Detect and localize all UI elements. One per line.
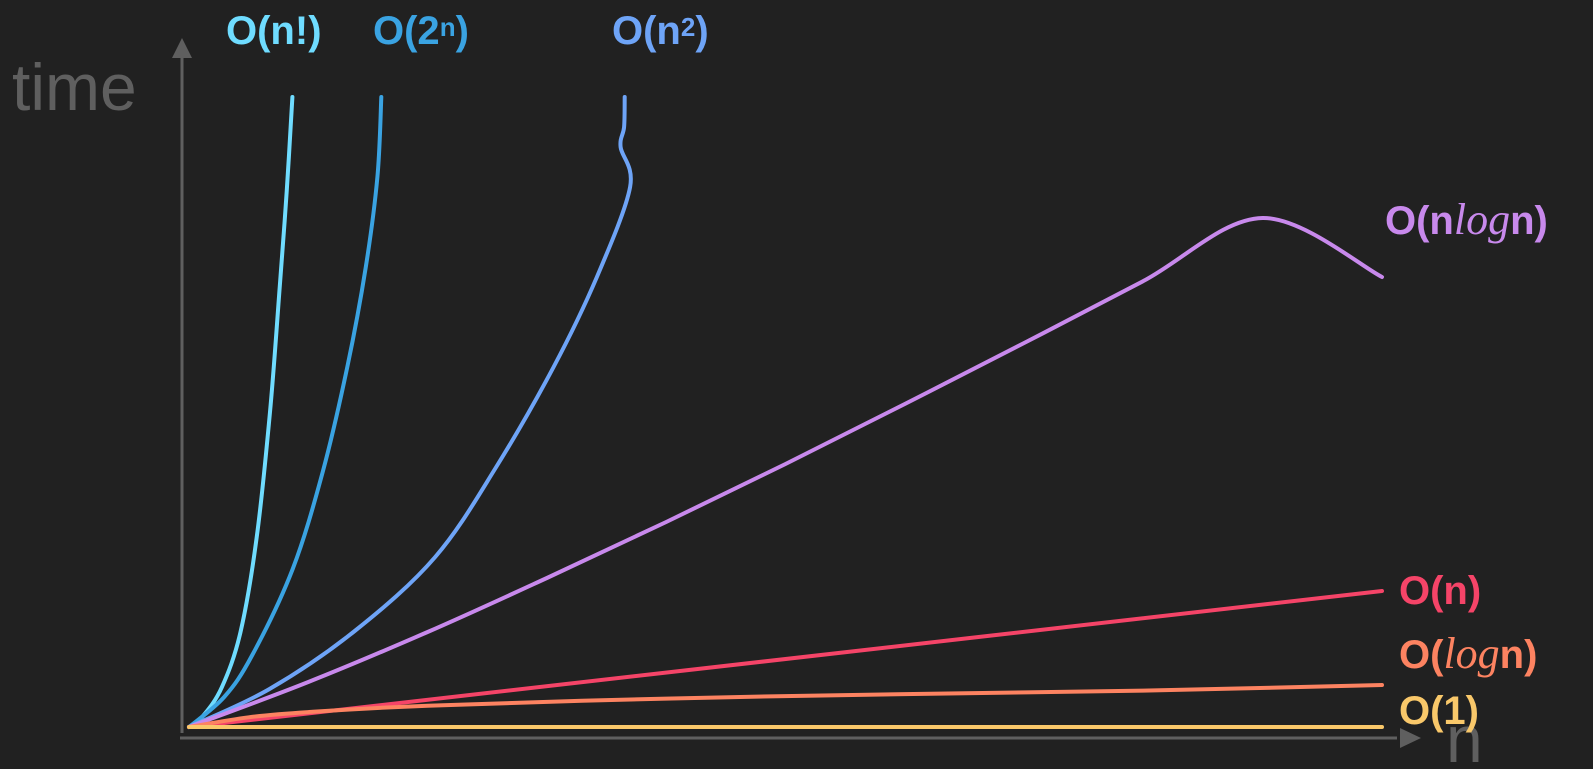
series-label-part: O(n — [1385, 199, 1454, 243]
series-line-o-n — [187, 589, 1384, 729]
series-line-o-n-factorial — [187, 95, 295, 729]
series-label-o-n: O(n) — [1399, 569, 1481, 613]
x-axis-arrow-icon — [1400, 728, 1421, 748]
series-label-part: O(n) — [1399, 569, 1481, 613]
series-label-o-n-factorial: O(n!) — [226, 9, 322, 53]
series-label-part: n) — [1500, 633, 1538, 677]
series-line-o-logn — [187, 683, 1384, 729]
x-axis-title: n — [1446, 702, 1483, 769]
series-line-o-n-squared — [187, 95, 633, 729]
series-labels: O(n!) O(2n) O(n2)O(nlogn)O(n)O(logn)O(1) — [226, 9, 1548, 733]
series-label-part: n) — [1510, 199, 1548, 243]
series-label-o-n-squared: O(n2) — [612, 9, 709, 53]
y-axis: time — [12, 38, 192, 733]
series-label-part: n — [440, 12, 456, 42]
y-axis-arrow-icon — [172, 38, 192, 58]
series-label-part: O(n!) — [226, 9, 322, 53]
series-layer — [187, 95, 1384, 729]
series-line-o-nlogn — [187, 215, 1384, 729]
y-axis-title: time — [12, 50, 137, 124]
series-label-part: O( — [1399, 633, 1444, 677]
series-label-part: log — [1454, 195, 1510, 244]
x-axis: n — [180, 702, 1483, 769]
series-label-part: ) — [456, 9, 469, 53]
series-label-o-1: O(1) — [1399, 689, 1479, 733]
series-label-part: 2 — [681, 12, 695, 42]
series-label-o-2-pow-n: O(2n) — [373, 9, 469, 53]
series-label-part: log — [1443, 629, 1499, 678]
series-label-part: ) — [695, 9, 708, 53]
series-label-o-logn: O(logn) — [1399, 629, 1537, 678]
series-label-part: O(1) — [1399, 689, 1479, 733]
series-label-o-nlogn: O(nlogn) — [1385, 195, 1548, 244]
series-label-part: O(2 — [373, 9, 440, 53]
series-line-o-2-pow-n — [187, 95, 384, 729]
series-label-part: O(n — [612, 9, 681, 53]
